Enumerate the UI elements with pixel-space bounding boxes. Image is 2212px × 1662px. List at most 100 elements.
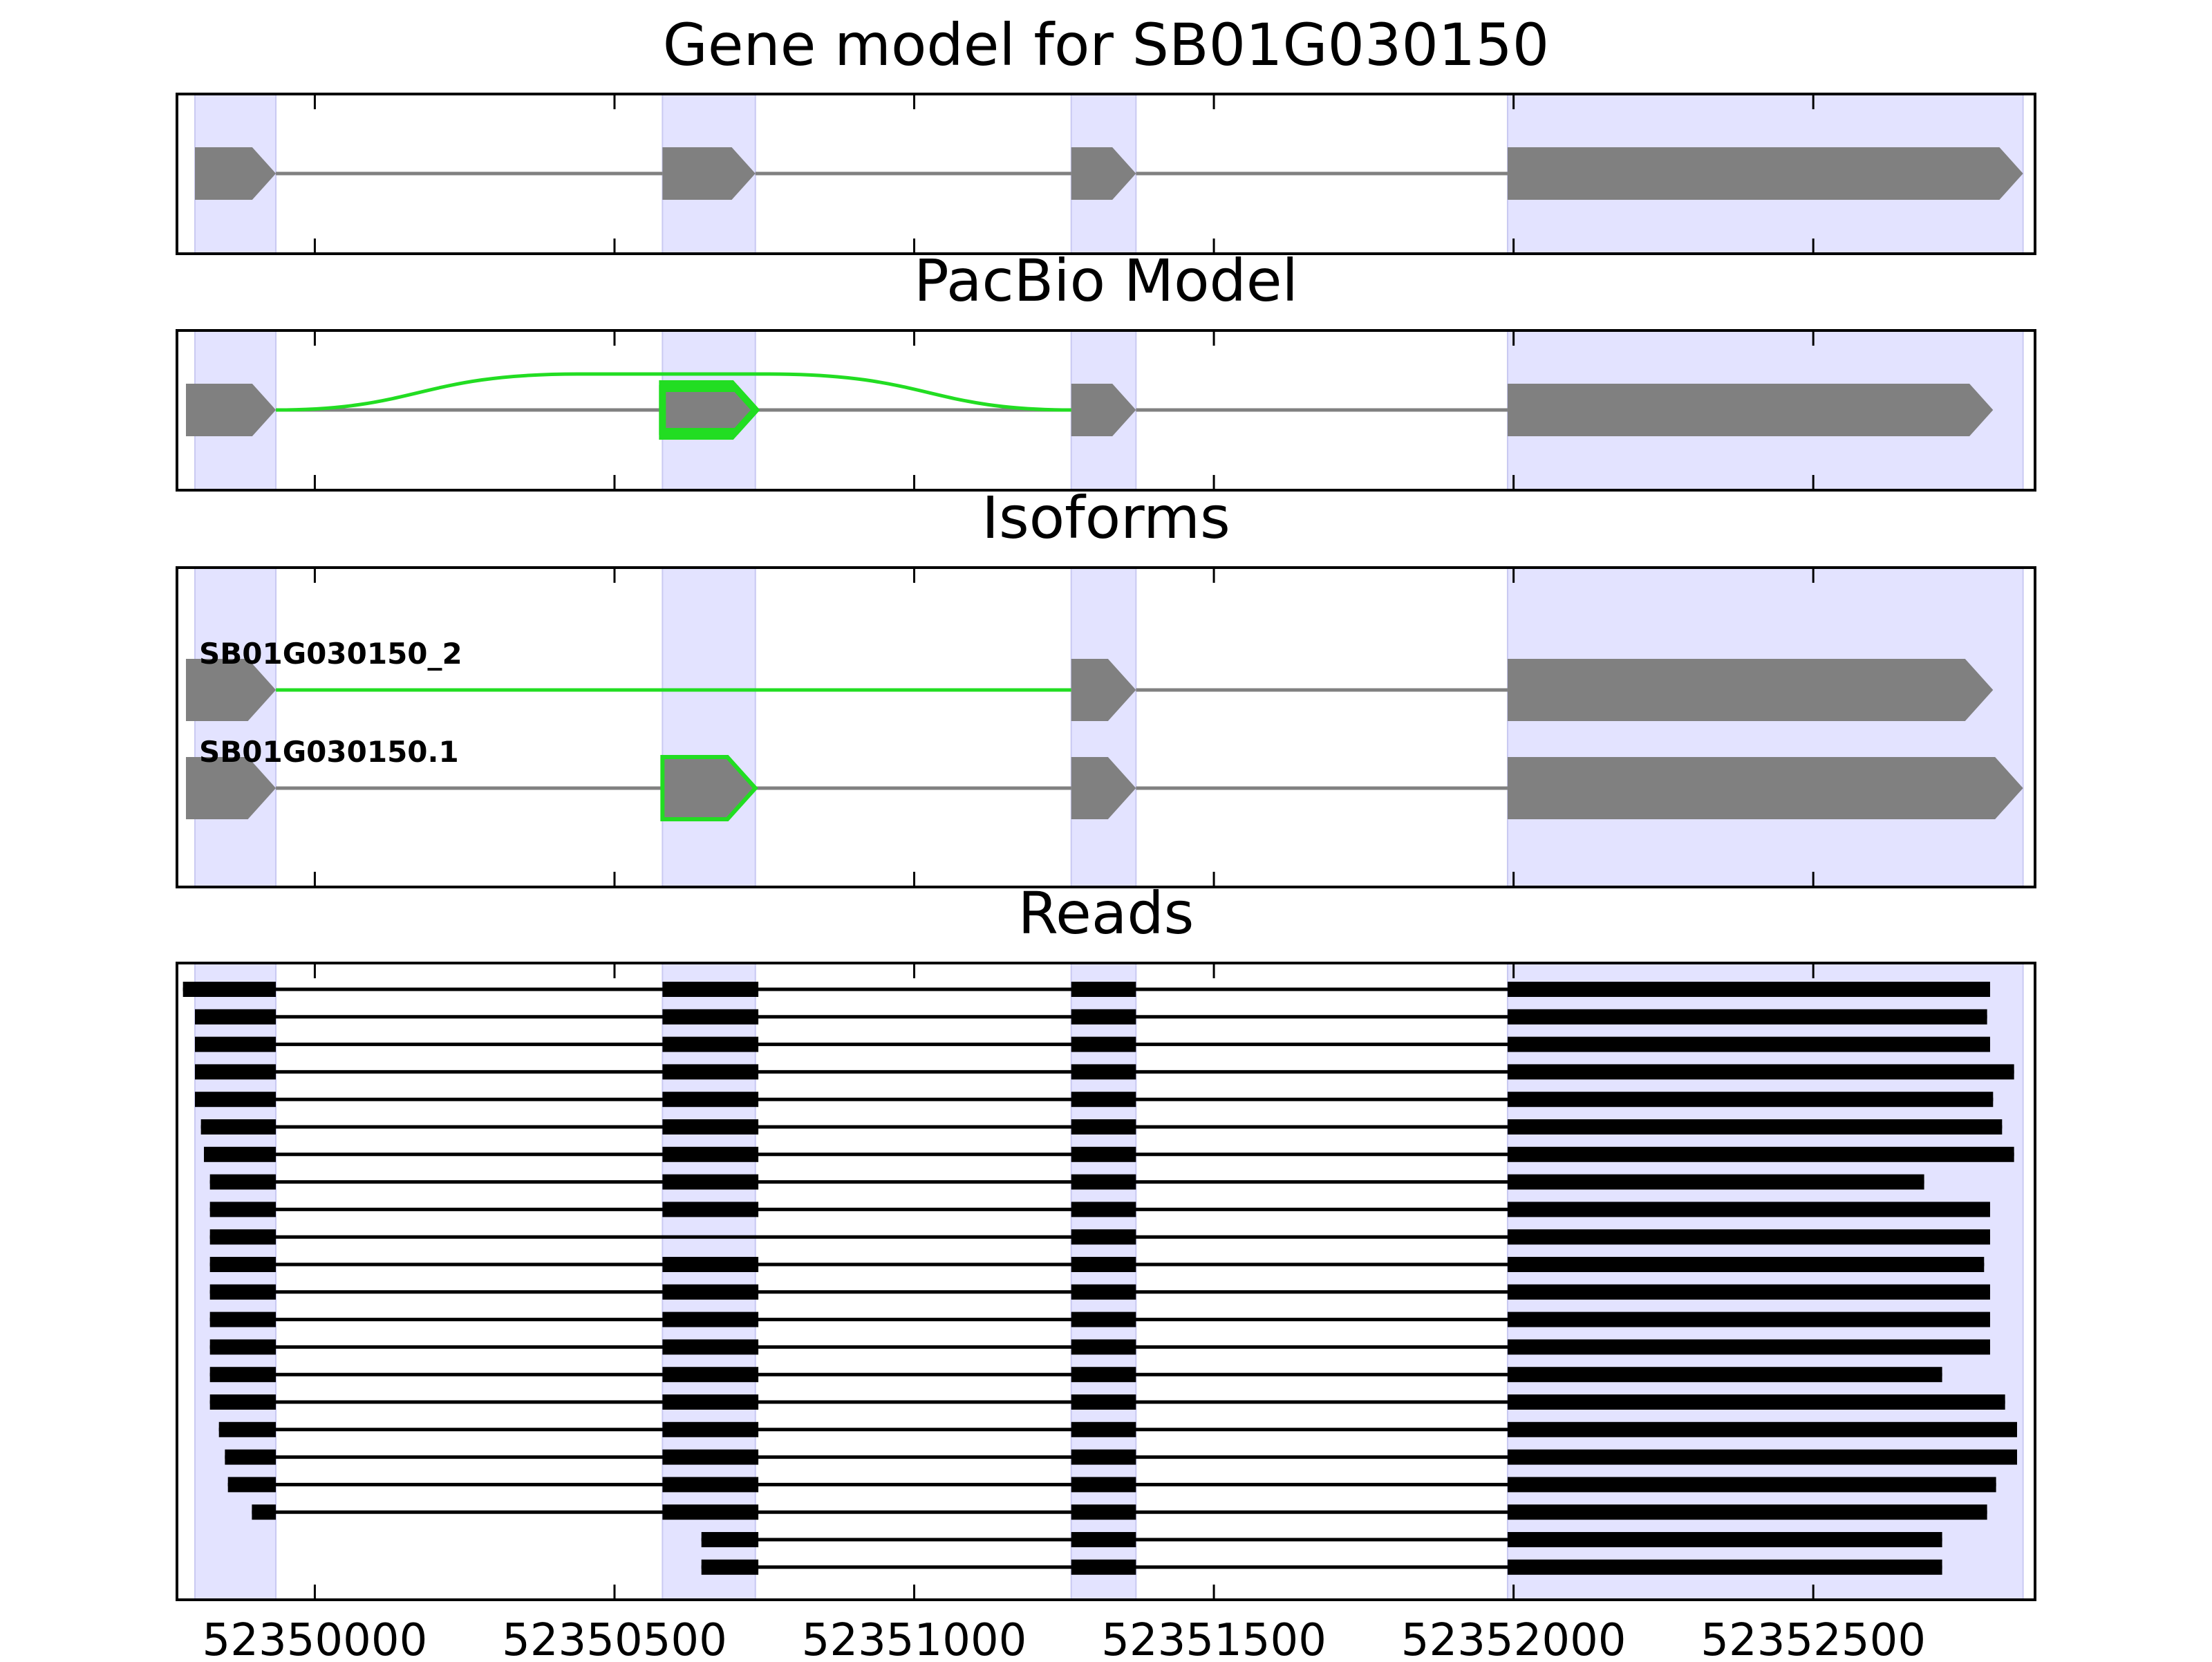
read-block (182, 982, 276, 997)
exon (1507, 659, 1994, 721)
exon (1507, 147, 2023, 200)
exon (195, 147, 276, 200)
read-block (195, 1064, 276, 1080)
read-block (1507, 1174, 1924, 1190)
read-block (1507, 1449, 2017, 1465)
read-block (1507, 1202, 1990, 1217)
read-block (701, 1532, 759, 1547)
read-block (1071, 1367, 1136, 1383)
read-block (1507, 1257, 1985, 1272)
read-block (1507, 1421, 2017, 1437)
read-block (1071, 1064, 1136, 1080)
x-tick-label: 52352500 (1700, 1615, 1926, 1659)
read-block (1071, 1311, 1136, 1327)
read-block (227, 1477, 276, 1493)
read-block (1071, 1092, 1136, 1108)
read-block (1507, 1146, 2014, 1162)
read-block (1507, 1394, 2005, 1410)
read-block (195, 1036, 276, 1052)
exon (1507, 384, 1994, 436)
read-block (662, 1311, 759, 1327)
read-block (1071, 1394, 1136, 1410)
exon (1071, 757, 1136, 819)
read-block (662, 1394, 759, 1410)
exon-shade (1070, 962, 1137, 1600)
x-tick-label: 52350500 (502, 1615, 727, 1659)
read-block (1071, 1477, 1136, 1493)
read-block (1071, 1421, 1136, 1437)
isoform-label: SB01G030150.1 (199, 735, 459, 769)
exon-shade (662, 567, 756, 888)
exon (186, 384, 276, 436)
read-block (1507, 1092, 1994, 1108)
read-block (209, 1202, 276, 1217)
isoform-label: SB01G030150_2 (199, 637, 462, 671)
read-block (1507, 1036, 1990, 1052)
read-block (195, 1009, 276, 1025)
read-block (1507, 982, 1990, 997)
read-block (662, 1036, 759, 1052)
panel-frame (176, 329, 2036, 492)
read-block (1507, 1284, 1990, 1300)
exon (662, 147, 756, 200)
panel-pacbio-model (176, 329, 2036, 492)
read-block (209, 1174, 276, 1190)
read-block (195, 1092, 276, 1108)
read-block (662, 1064, 759, 1080)
read-block (662, 1339, 759, 1355)
read-block (1071, 1119, 1136, 1135)
read-block (1507, 1311, 1990, 1327)
read-block (1507, 1504, 1987, 1520)
read-block (1071, 1559, 1136, 1575)
read-block (662, 1449, 759, 1465)
read-block (662, 1257, 759, 1272)
read-block (1507, 1119, 2003, 1135)
exon (186, 757, 276, 819)
exon-shade (194, 567, 277, 888)
x-tick-label: 52351000 (802, 1615, 1027, 1659)
read-block (662, 1092, 759, 1108)
read-block (209, 1339, 276, 1355)
exon (660, 755, 758, 821)
read-block (225, 1449, 276, 1465)
read-block (662, 982, 759, 997)
exon (186, 659, 276, 721)
read-block (209, 1367, 276, 1383)
read-block (662, 1477, 759, 1493)
read-block (209, 1257, 276, 1272)
read-block (209, 1229, 276, 1245)
read-block (252, 1504, 276, 1520)
read-block (662, 1009, 759, 1025)
read-block (662, 1284, 759, 1300)
read-block (1507, 1009, 1987, 1025)
read-block (1071, 1284, 1136, 1300)
read-block (1071, 1009, 1136, 1025)
panel-reads (176, 962, 2036, 1601)
exon (1071, 659, 1136, 721)
exon-shade (1070, 567, 1137, 888)
read-block (1507, 1064, 2014, 1080)
read-block (1071, 1174, 1136, 1190)
read-block (204, 1146, 276, 1162)
x-tick-label: 52352000 (1401, 1615, 1627, 1659)
read-block (1071, 1257, 1136, 1272)
title-isoforms: Isoforms (982, 484, 1230, 552)
exon-shade (1506, 567, 2024, 888)
exon (1507, 757, 2023, 819)
read-block (200, 1119, 276, 1135)
read-block (209, 1311, 276, 1327)
read-block (1071, 1146, 1136, 1162)
read-block (662, 1504, 759, 1520)
exon (659, 385, 760, 435)
read-block (218, 1421, 276, 1437)
skip-junction-arc (276, 372, 1071, 412)
panel-frame (176, 962, 2036, 1601)
x-axis-tick-labels: 52350000 52350500 52351000 52351500 5235… (203, 1615, 1926, 1662)
panel-frame (176, 93, 2036, 255)
read-block (701, 1559, 759, 1575)
read-block (1507, 1229, 1990, 1245)
exon (1071, 384, 1136, 436)
read-block (662, 1367, 759, 1383)
